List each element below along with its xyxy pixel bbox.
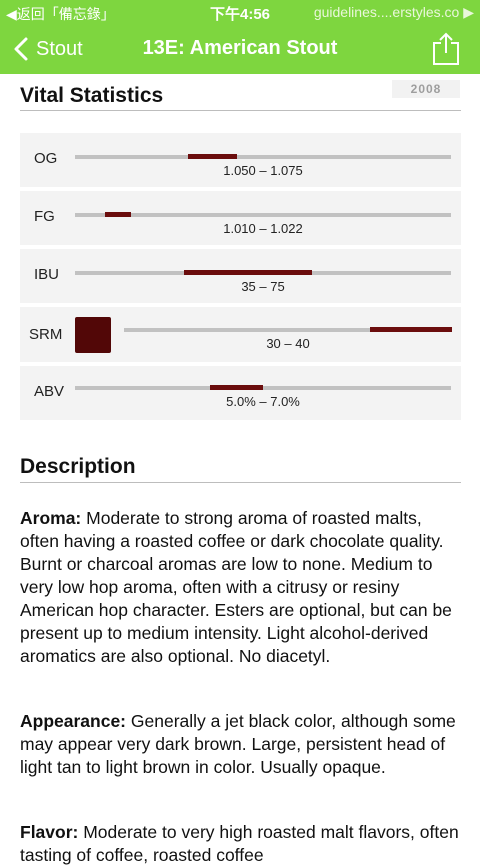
stat-label: OG (34, 150, 58, 167)
nav-bar: Stout 13E: American Stout (0, 24, 480, 74)
stat-row-og: OG 1.050 – 1.075 (20, 133, 461, 187)
range-track (124, 327, 452, 332)
range-track (75, 212, 451, 217)
chevron-left-icon (14, 37, 28, 61)
status-bar: ◀返回「備忘錄」 下午4:56 guidelines....erstyles.c… (0, 0, 480, 24)
share-icon[interactable] (432, 32, 460, 66)
range-fill (105, 212, 132, 217)
status-back-link[interactable]: ◀返回「備忘錄」 (6, 6, 115, 22)
range-fill (187, 154, 237, 159)
range-value: 30 – 40 (266, 336, 310, 351)
status-url[interactable]: guidelines....erstyles.co ▶ (313, 4, 474, 20)
aroma-paragraph: Aroma: Moderate to strong aroma of roast… (20, 507, 460, 668)
range-value: 5.0% – 7.0% (226, 394, 300, 409)
range-value: 1.050 – 1.075 (223, 163, 303, 178)
appearance-paragraph: Appearance: Generally a jet black color,… (20, 710, 460, 779)
stat-label: SRM (29, 326, 63, 343)
range-track (75, 270, 451, 275)
srm-color-swatch (75, 317, 111, 353)
back-button[interactable]: Stout (12, 36, 83, 62)
aroma-text: Moderate to strong aroma of roasted malt… (20, 508, 452, 666)
status-time: 下午4:56 (209, 6, 271, 23)
range-track (75, 385, 451, 390)
appearance-text: Generally a jet black color, although so… (20, 711, 456, 777)
flavor-label: Flavor: (20, 822, 79, 842)
flavor-paragraph: Flavor: Moderate to very high roasted ma… (20, 821, 460, 867)
vital-statistics-heading: Vital Statistics (20, 84, 461, 111)
appearance-label: Appearance: (20, 711, 127, 731)
range-track (75, 154, 451, 159)
back-button-label: Stout (36, 37, 83, 60)
range-fill (184, 270, 312, 275)
range-value: 35 – 75 (241, 279, 285, 294)
range-fill (210, 385, 263, 390)
aroma-label: Aroma: (20, 508, 82, 528)
page-title: 13E: American Stout (142, 37, 338, 59)
flavor-text: Moderate to very high roasted malt flavo… (20, 822, 459, 865)
description-heading: Description (20, 455, 461, 483)
stat-row-srm: SRM 30 – 40 (20, 307, 461, 362)
range-fill (370, 327, 452, 332)
stat-row-fg: FG 1.010 – 1.022 (20, 191, 461, 245)
year-badge: 2008 (392, 80, 460, 98)
stat-row-ibu: IBU 35 – 75 (20, 249, 461, 303)
stat-label: IBU (34, 266, 60, 283)
stat-label: FG (34, 208, 55, 225)
stat-label: ABV (34, 383, 65, 400)
stat-row-abv: ABV 5.0% – 7.0% (20, 366, 461, 420)
range-value: 1.010 – 1.022 (223, 221, 303, 236)
